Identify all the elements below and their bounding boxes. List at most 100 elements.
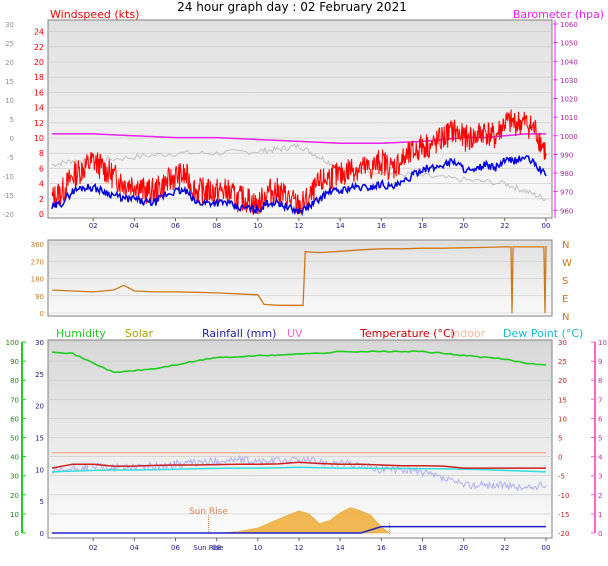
panel1-outer-left-tick-label: 25 xyxy=(5,40,14,48)
solar-area xyxy=(208,507,391,534)
compass-label: E xyxy=(562,294,568,305)
panel1-outer-left-tick-label: -20 xyxy=(3,211,14,219)
temperature-tick-label: -10 xyxy=(558,492,569,500)
panel1-x-tick-label: 06 xyxy=(171,222,180,230)
panel1-x-tick-label: 04 xyxy=(130,222,139,230)
temperature-tick-label: 25 xyxy=(558,358,567,366)
humidity-tick-label: 0 xyxy=(15,530,19,538)
uv-tick-label: 0 xyxy=(598,530,602,538)
panel1-left-tick-label: 22 xyxy=(34,43,44,52)
temperature-tick-label: 20 xyxy=(558,377,567,385)
panel1-x-tick-label: 08 xyxy=(212,222,221,230)
temperature-tick-label: -20 xyxy=(558,530,569,538)
panel1-x-tick-label: 14 xyxy=(336,222,345,230)
temperature-tick-label: 0 xyxy=(558,454,562,462)
humidity-tick-label: 10 xyxy=(10,511,19,519)
panel1-left-tick-label: 12 xyxy=(34,119,44,128)
rainfall-tick-label: 20 xyxy=(35,403,44,411)
humidity-tick-label: 70 xyxy=(10,396,19,404)
windspeed-axis-label: Windspeed (kts) xyxy=(50,8,139,21)
panels: 024681012141618202224-20-15-10-505101520… xyxy=(3,8,607,552)
humidity-tick-label: 20 xyxy=(10,492,19,500)
rainfall-tick-label: 25 xyxy=(35,371,44,379)
panel1-x-tick-label: 18 xyxy=(418,222,427,230)
wind-average-line xyxy=(51,155,547,217)
panel1-left-tick-label: 0 xyxy=(39,210,44,219)
panel1-outer-left-tick-label: 20 xyxy=(5,59,14,67)
panel1-outer-left-tick-label: 10 xyxy=(5,97,14,105)
temperature-tick-label: 15 xyxy=(558,396,567,404)
panel3-x-tick-label: 16 xyxy=(377,544,386,552)
panel1-x-tick-label: 02 xyxy=(89,222,98,230)
panel3-x-tick-label: 22 xyxy=(500,544,509,552)
compass-label: N xyxy=(562,312,569,323)
panel1-left-tick-label: 6 xyxy=(39,164,44,173)
temperature-tick-label: -5 xyxy=(558,473,565,481)
panel1-left-tick-label: 18 xyxy=(34,73,44,82)
panel1-right-tick-label: 960 xyxy=(560,207,573,215)
panel1-outer-left-tick-label: -15 xyxy=(3,192,14,200)
panel1-right-tick-label: 1040 xyxy=(560,58,578,66)
panel1-right-tick-label: 990 xyxy=(560,151,573,159)
humidity-line xyxy=(51,350,547,374)
panel1-right-tick-label: 1000 xyxy=(560,133,578,141)
legend-item: Indoor xyxy=(450,327,486,340)
temperature-line xyxy=(51,461,546,469)
panel2-left-tick-label: 180 xyxy=(31,276,44,284)
compass-label: W xyxy=(562,258,572,269)
panel2-left-tick-label: 90 xyxy=(35,293,44,301)
panel1-left-tick-label: 10 xyxy=(34,134,44,143)
panel2-left-tick-label: 360 xyxy=(31,241,44,249)
panel1-outer-left-tick-label: -10 xyxy=(3,173,14,181)
humidity-tick-label: 80 xyxy=(10,377,19,385)
panel1-outer-left-tick-label: 15 xyxy=(5,78,14,86)
panel3-x-tick-label: 14 xyxy=(336,544,345,552)
legend-item: Solar xyxy=(125,327,154,340)
panel2-left-tick-label: 270 xyxy=(31,258,44,266)
rainfall-tick-label: 30 xyxy=(35,339,44,347)
humidity-tick-label: 30 xyxy=(10,473,19,481)
panel3-x-tick-label: 04 xyxy=(130,544,139,552)
panel1-x-tick-label: 10 xyxy=(253,222,262,230)
panel1-outer-left-tick-label: 30 xyxy=(5,21,14,29)
uv-tick-label: 3 xyxy=(598,473,602,481)
uv-tick-label: 7 xyxy=(598,396,602,404)
legend-item: Temperature (°C) xyxy=(359,327,455,340)
panel1-right-tick-label: 1050 xyxy=(560,40,578,48)
dew-point-line xyxy=(51,466,547,473)
panel2-plot-area xyxy=(47,239,553,317)
panel1-x-tick-label: 00 xyxy=(542,222,551,230)
panel3-x-tick-label: 02 xyxy=(89,544,98,552)
uv-tick-label: 6 xyxy=(598,415,603,423)
panel1-outer-left-tick-label: -5 xyxy=(7,154,14,162)
windspeed-line xyxy=(51,109,547,215)
rainfall-tick-label: 10 xyxy=(35,466,44,474)
panel1-right-tick-label: 1030 xyxy=(560,77,578,85)
grey-trace-line xyxy=(51,142,547,201)
barometer-axis-label: Barometer (hpa) xyxy=(513,8,604,21)
humidity-tick-label: 90 xyxy=(10,358,19,366)
panel1-x-tick-label: 12 xyxy=(295,222,304,230)
panel3-x-tick-label: 08 xyxy=(212,544,221,552)
rainfall-tick-label: 5 xyxy=(40,498,44,506)
panel3-plot-area xyxy=(47,339,553,539)
panel1-outer-left-tick-label: 0 xyxy=(10,135,14,143)
uv-tick-label: 8 xyxy=(598,377,602,385)
panel1-x-tick-label: 20 xyxy=(459,222,468,230)
panel1-left-tick-label: 4 xyxy=(39,180,44,189)
legend-item: UV xyxy=(287,327,303,340)
panel1-left-tick-label: 24 xyxy=(34,28,44,37)
temperature-tick-label: 5 xyxy=(558,435,562,443)
legend-item: Dew Point (°C) xyxy=(503,327,583,340)
humidity-tick-label: 50 xyxy=(10,435,19,443)
temperature-tick-label: 30 xyxy=(558,339,567,347)
legend-item: Rainfall (mm) xyxy=(202,327,276,340)
panel3-x-tick-label: 20 xyxy=(459,544,468,552)
panel1-right-tick-label: 1020 xyxy=(560,96,578,104)
humidity-tick-label: 60 xyxy=(10,415,19,423)
uv-tick-label: 4 xyxy=(598,454,603,462)
panel3-x-tick-label: 10 xyxy=(253,544,262,552)
graph-title: 24 hour graph day : 02 February 2021 xyxy=(177,0,407,14)
panel1-right-tick-label: 970 xyxy=(560,189,573,197)
uv-tick-label: 1 xyxy=(598,511,602,519)
